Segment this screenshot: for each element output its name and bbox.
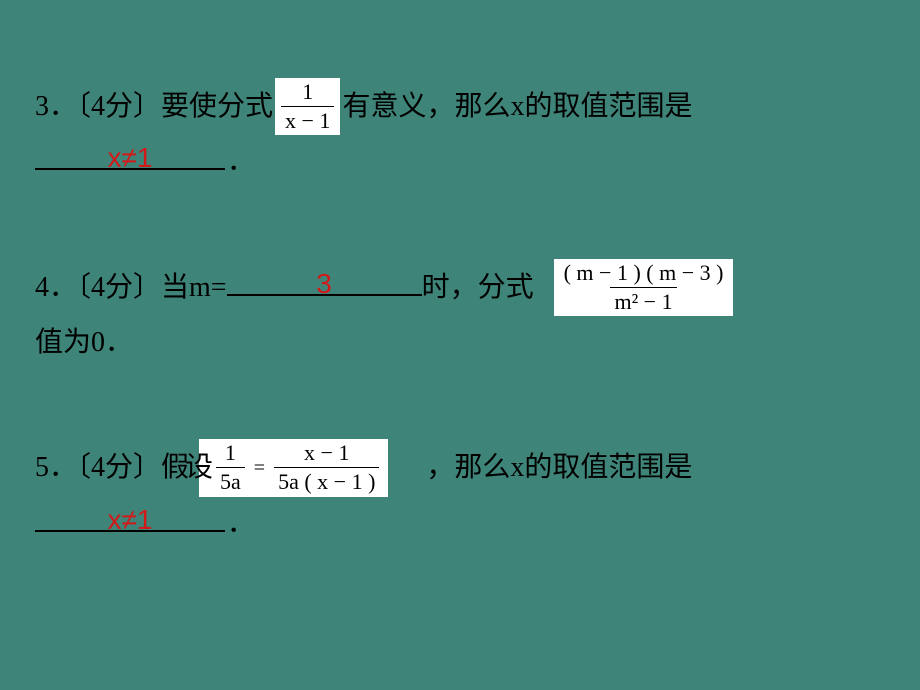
q3-answer: x≠1 (108, 131, 153, 184)
q5-eq-left-den: 5a (216, 467, 245, 494)
q5-overhang: 设 (185, 441, 213, 494)
q4-fraction: ( m − 1 ) ( m − 3 ) m² − 1 (554, 259, 734, 316)
question-5: 5．〔4分〕假 设 1 5a = x − 1 5a ( x − 1 ) ，那么x… (35, 439, 885, 550)
q3-period: ． (227, 135, 255, 188)
q4-line2-text: 值为0． (35, 316, 133, 369)
q5-eq-right-num: x − 1 (300, 441, 353, 467)
q3-frac-den: x − 1 (281, 106, 334, 133)
q4-frac-den: m² − 1 (610, 287, 676, 314)
q4-prefix: 4．〔4分〕当m= (35, 261, 227, 314)
q5-line2: x≠1 ． (35, 497, 885, 550)
q4-answer: 3 (316, 257, 332, 310)
q4-blank: 3 (227, 261, 422, 314)
q3-mid: 有意义，那么x的取值范围是 (342, 80, 692, 133)
q5-prefix: 5．〔4分〕假 (35, 441, 189, 494)
q3-prefix: 3．〔4分〕要使分式 (35, 80, 273, 133)
q5-answer: x≠1 (108, 493, 153, 546)
q4-mid: 时，分式 (422, 261, 534, 314)
q5-equation: 1 5a = x − 1 5a ( x − 1 ) (199, 439, 388, 496)
q5-mid-after: ，那么x的取值范围是 (426, 441, 692, 494)
q5-eq-sign: = (248, 457, 271, 479)
q4-line1: 4．〔4分〕当m= 3 时，分式 ( m − 1 ) ( m − 3 ) m² … (35, 259, 885, 316)
q5-eq-right-den: 5a ( x − 1 ) (274, 467, 379, 494)
q3-line1: 3．〔4分〕要使分式 1 x − 1 有意义，那么x的取值范围是 (35, 78, 885, 135)
q4-frac-num: ( m − 1 ) ( m − 3 ) (560, 261, 728, 287)
q5-blank: x≠1 (35, 497, 225, 550)
question-3: 3．〔4分〕要使分式 1 x − 1 有意义，那么x的取值范围是 x≠1 ． (35, 78, 885, 189)
q5-eq-left-num: 1 (221, 441, 240, 467)
q5-line1: 5．〔4分〕假 设 1 5a = x − 1 5a ( x − 1 ) ，那么x… (35, 439, 885, 496)
q3-line2: x≠1 ． (35, 135, 885, 188)
q3-frac-num: 1 (298, 80, 317, 106)
q4-line2: 值为0． (35, 316, 885, 369)
q3-blank: x≠1 (35, 135, 225, 188)
q5-eq-left-frac: 1 5a (213, 441, 248, 494)
q5-period: ． (227, 497, 255, 550)
question-4: 4．〔4分〕当m= 3 时，分式 ( m − 1 ) ( m − 3 ) m² … (35, 259, 885, 370)
q5-eq-right-frac: x − 1 5a ( x − 1 ) (271, 441, 382, 494)
q3-fraction: 1 x − 1 (275, 78, 340, 135)
